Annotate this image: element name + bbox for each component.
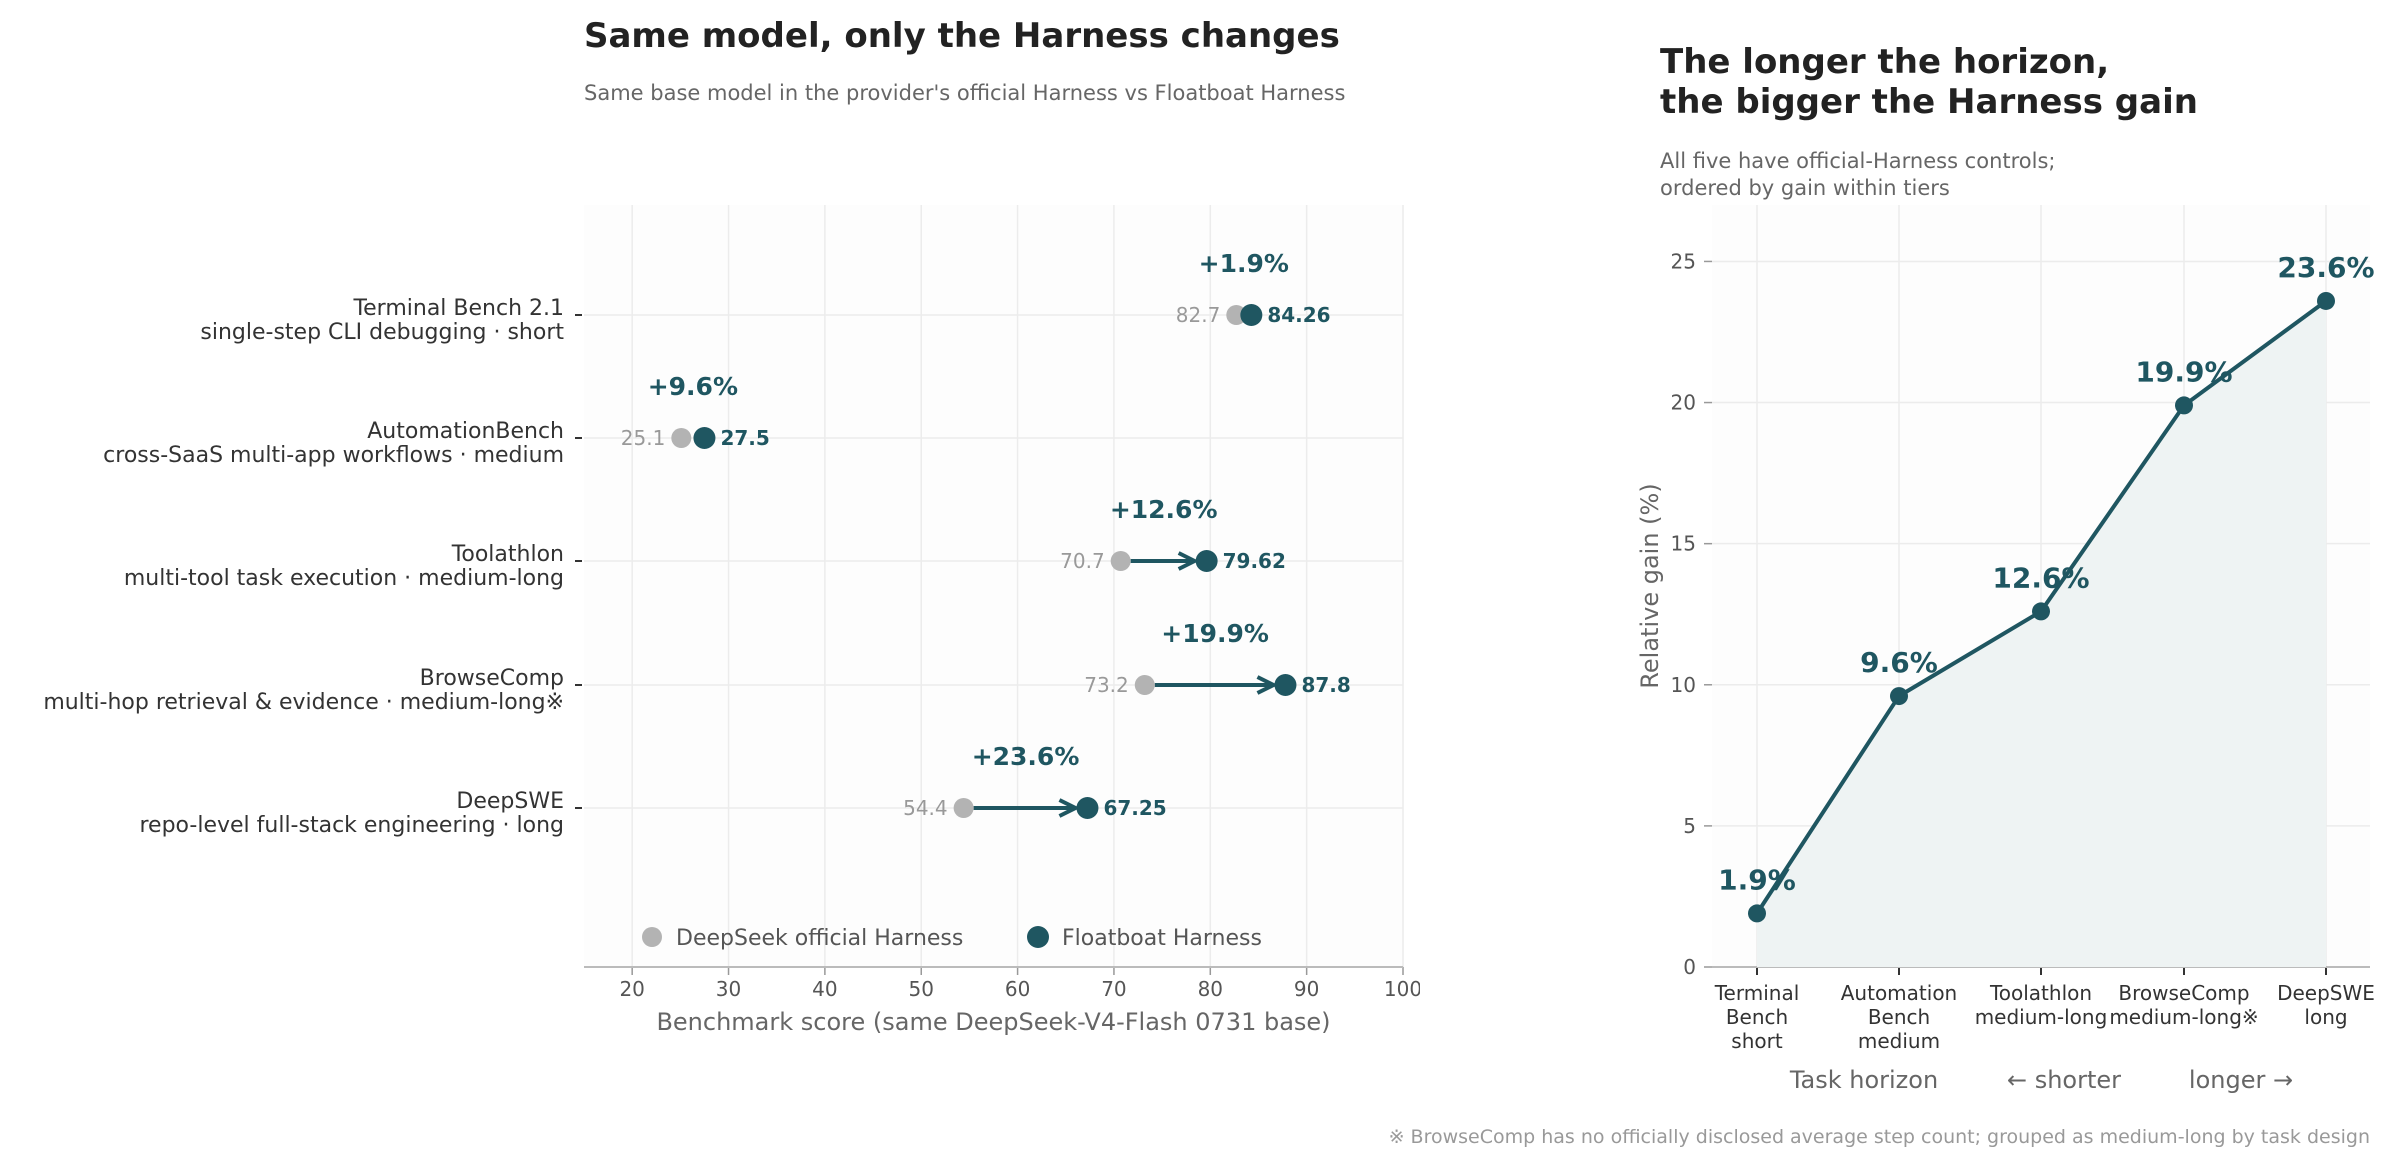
x-axis-label-longer: longer → xyxy=(2189,1066,2293,1094)
row-label: Terminal Bench 2.1 xyxy=(352,296,564,321)
gain-line-chart: 05101520251.9%TerminalBenchshort9.6%Auto… xyxy=(1636,205,2375,1094)
category-label: Terminal xyxy=(1714,981,1800,1005)
x-tick-label: 70 xyxy=(1101,977,1126,1001)
gain-value-label: 12.6% xyxy=(1992,561,2089,594)
official-value-label: 25.1 xyxy=(621,426,666,450)
official-value-label: 70.7 xyxy=(1060,549,1105,573)
y-tick-label: 20 xyxy=(1671,391,1696,415)
category-label: medium xyxy=(1858,1029,1940,1053)
floatboat-point xyxy=(1195,550,1218,572)
official-value-label: 73.2 xyxy=(1084,673,1129,697)
gain-label: +23.6% xyxy=(972,742,1080,771)
official-value-label: 54.4 xyxy=(903,796,948,820)
official-point xyxy=(1134,675,1155,695)
legend-official-marker xyxy=(642,927,662,947)
category-label: long xyxy=(2304,1005,2347,1029)
left-chart-subtitle: Same base model in the provider's offici… xyxy=(584,81,1346,105)
gain-label: +9.6% xyxy=(648,372,738,401)
y-axis-label: Relative gain (%) xyxy=(1636,483,1664,688)
row-sublabel: multi-tool task execution · medium-long xyxy=(124,566,564,591)
dumbbell-chart: 20 30 40 50 60 70 80 90 100 Benchmark score (same… xyxy=(43,205,1420,1036)
gain-label: +12.6% xyxy=(1110,495,1218,524)
official-value-label: 82.7 xyxy=(1176,303,1221,327)
x-tick-label: 60 xyxy=(1005,977,1030,1001)
floatboat-value-label: 79.62 xyxy=(1223,549,1286,573)
floatboat-value-label: 87.8 xyxy=(1301,673,1350,697)
category-label: BrowseComp xyxy=(2118,981,2249,1005)
gain-point xyxy=(1890,687,1908,706)
left-chart-title: Same model, only the Harness changes xyxy=(584,16,1340,56)
right-chart-subtitle: All five have official-Harness controls;… xyxy=(1660,148,2056,202)
gain-value-label: 9.6% xyxy=(1860,646,1938,679)
row-label: BrowseComp xyxy=(420,666,564,691)
category-label: medium-long xyxy=(1975,1005,2108,1029)
plot-area xyxy=(584,205,1403,967)
footnote: ※ BrowseComp has no officially disclosed… xyxy=(1388,1126,2370,1148)
x-axis-label-shorter: ← shorter xyxy=(2007,1066,2121,1094)
gain-value-label: 23.6% xyxy=(2277,251,2374,284)
row-sublabel: cross-SaaS multi-app workflows · medium xyxy=(103,443,564,468)
official-point xyxy=(671,428,692,448)
category-label: Bench xyxy=(1726,1005,1788,1029)
y-tick-label: 10 xyxy=(1671,673,1696,697)
floatboat-value-label: 84.26 xyxy=(1267,303,1330,327)
y-tick-label: 15 xyxy=(1671,532,1696,556)
x-tick-label: 30 xyxy=(716,977,741,1001)
x-tick-label: 20 xyxy=(619,977,644,1001)
gain-point xyxy=(2032,602,2050,621)
gain-label: +19.9% xyxy=(1161,619,1269,648)
row-label: DeepSWE xyxy=(456,789,564,814)
x-tick-label: 100 xyxy=(1384,977,1420,1001)
floatboat-value-label: 27.5 xyxy=(720,426,769,450)
floatboat-point xyxy=(693,427,716,449)
right-chart-title-line1: The longer the horizon, xyxy=(1660,42,2110,82)
row-label: Toolathlon xyxy=(451,542,564,567)
category-label: DeepSWE xyxy=(2277,981,2375,1005)
row-sublabel: repo-level full-stack engineering · long xyxy=(139,813,564,838)
x-tick-label: 80 xyxy=(1198,977,1223,1001)
y-tick-label: 5 xyxy=(1683,814,1696,838)
floatboat-value-label: 67.25 xyxy=(1103,796,1166,820)
category-label: Automation xyxy=(1841,981,1957,1005)
gain-point xyxy=(1748,904,1766,923)
y-tick-label: 0 xyxy=(1683,955,1696,979)
gain-area xyxy=(1757,300,2326,967)
category-label: Toolathlon xyxy=(1989,981,2092,1005)
floatboat-point xyxy=(1076,797,1099,819)
x-tick-label: 40 xyxy=(812,977,837,1001)
legend-official-label: DeepSeek official Harness xyxy=(676,926,963,951)
x-axis-label: Benchmark score (same DeepSeek-V4-Flash … xyxy=(656,1008,1330,1036)
right-chart-subtitle-line2: ordered by gain within tiers xyxy=(1660,176,1950,200)
gain-value-label: 19.9% xyxy=(2135,355,2232,388)
gain-point xyxy=(2317,291,2335,310)
right-chart-subtitle-line1: All five have official-Harness controls; xyxy=(1660,149,2056,173)
gain-label: +1.9% xyxy=(1199,249,1289,278)
right-chart-title-line2: the bigger the Harness gain xyxy=(1660,82,2198,122)
official-point xyxy=(953,798,974,818)
row-sublabel: single-step CLI debugging · short xyxy=(200,320,564,345)
legend-floatboat-label: Floatboat Harness xyxy=(1062,926,1262,951)
floatboat-point xyxy=(1240,304,1263,326)
gain-point xyxy=(2175,396,2193,415)
official-point xyxy=(1226,305,1247,325)
official-point xyxy=(1110,551,1131,571)
floatboat-point xyxy=(1274,674,1297,696)
category-label: medium-long※ xyxy=(2109,1005,2258,1029)
x-tick-label: 90 xyxy=(1294,977,1319,1001)
x-tick-label: 50 xyxy=(909,977,934,1001)
row-sublabel: multi-hop retrieval & evidence · medium-… xyxy=(43,690,564,715)
x-axis-label: Task horizon xyxy=(1789,1066,1938,1094)
gain-value-label: 1.9% xyxy=(1718,863,1796,896)
right-chart-title: The longer the horizon, the bigger the H… xyxy=(1660,42,2198,122)
y-tick-label: 25 xyxy=(1671,249,1696,273)
legend-floatboat-marker xyxy=(1027,926,1049,948)
category-label: Bench xyxy=(1868,1005,1930,1029)
category-label: short xyxy=(1731,1029,1783,1053)
row-label: AutomationBench xyxy=(367,419,564,444)
